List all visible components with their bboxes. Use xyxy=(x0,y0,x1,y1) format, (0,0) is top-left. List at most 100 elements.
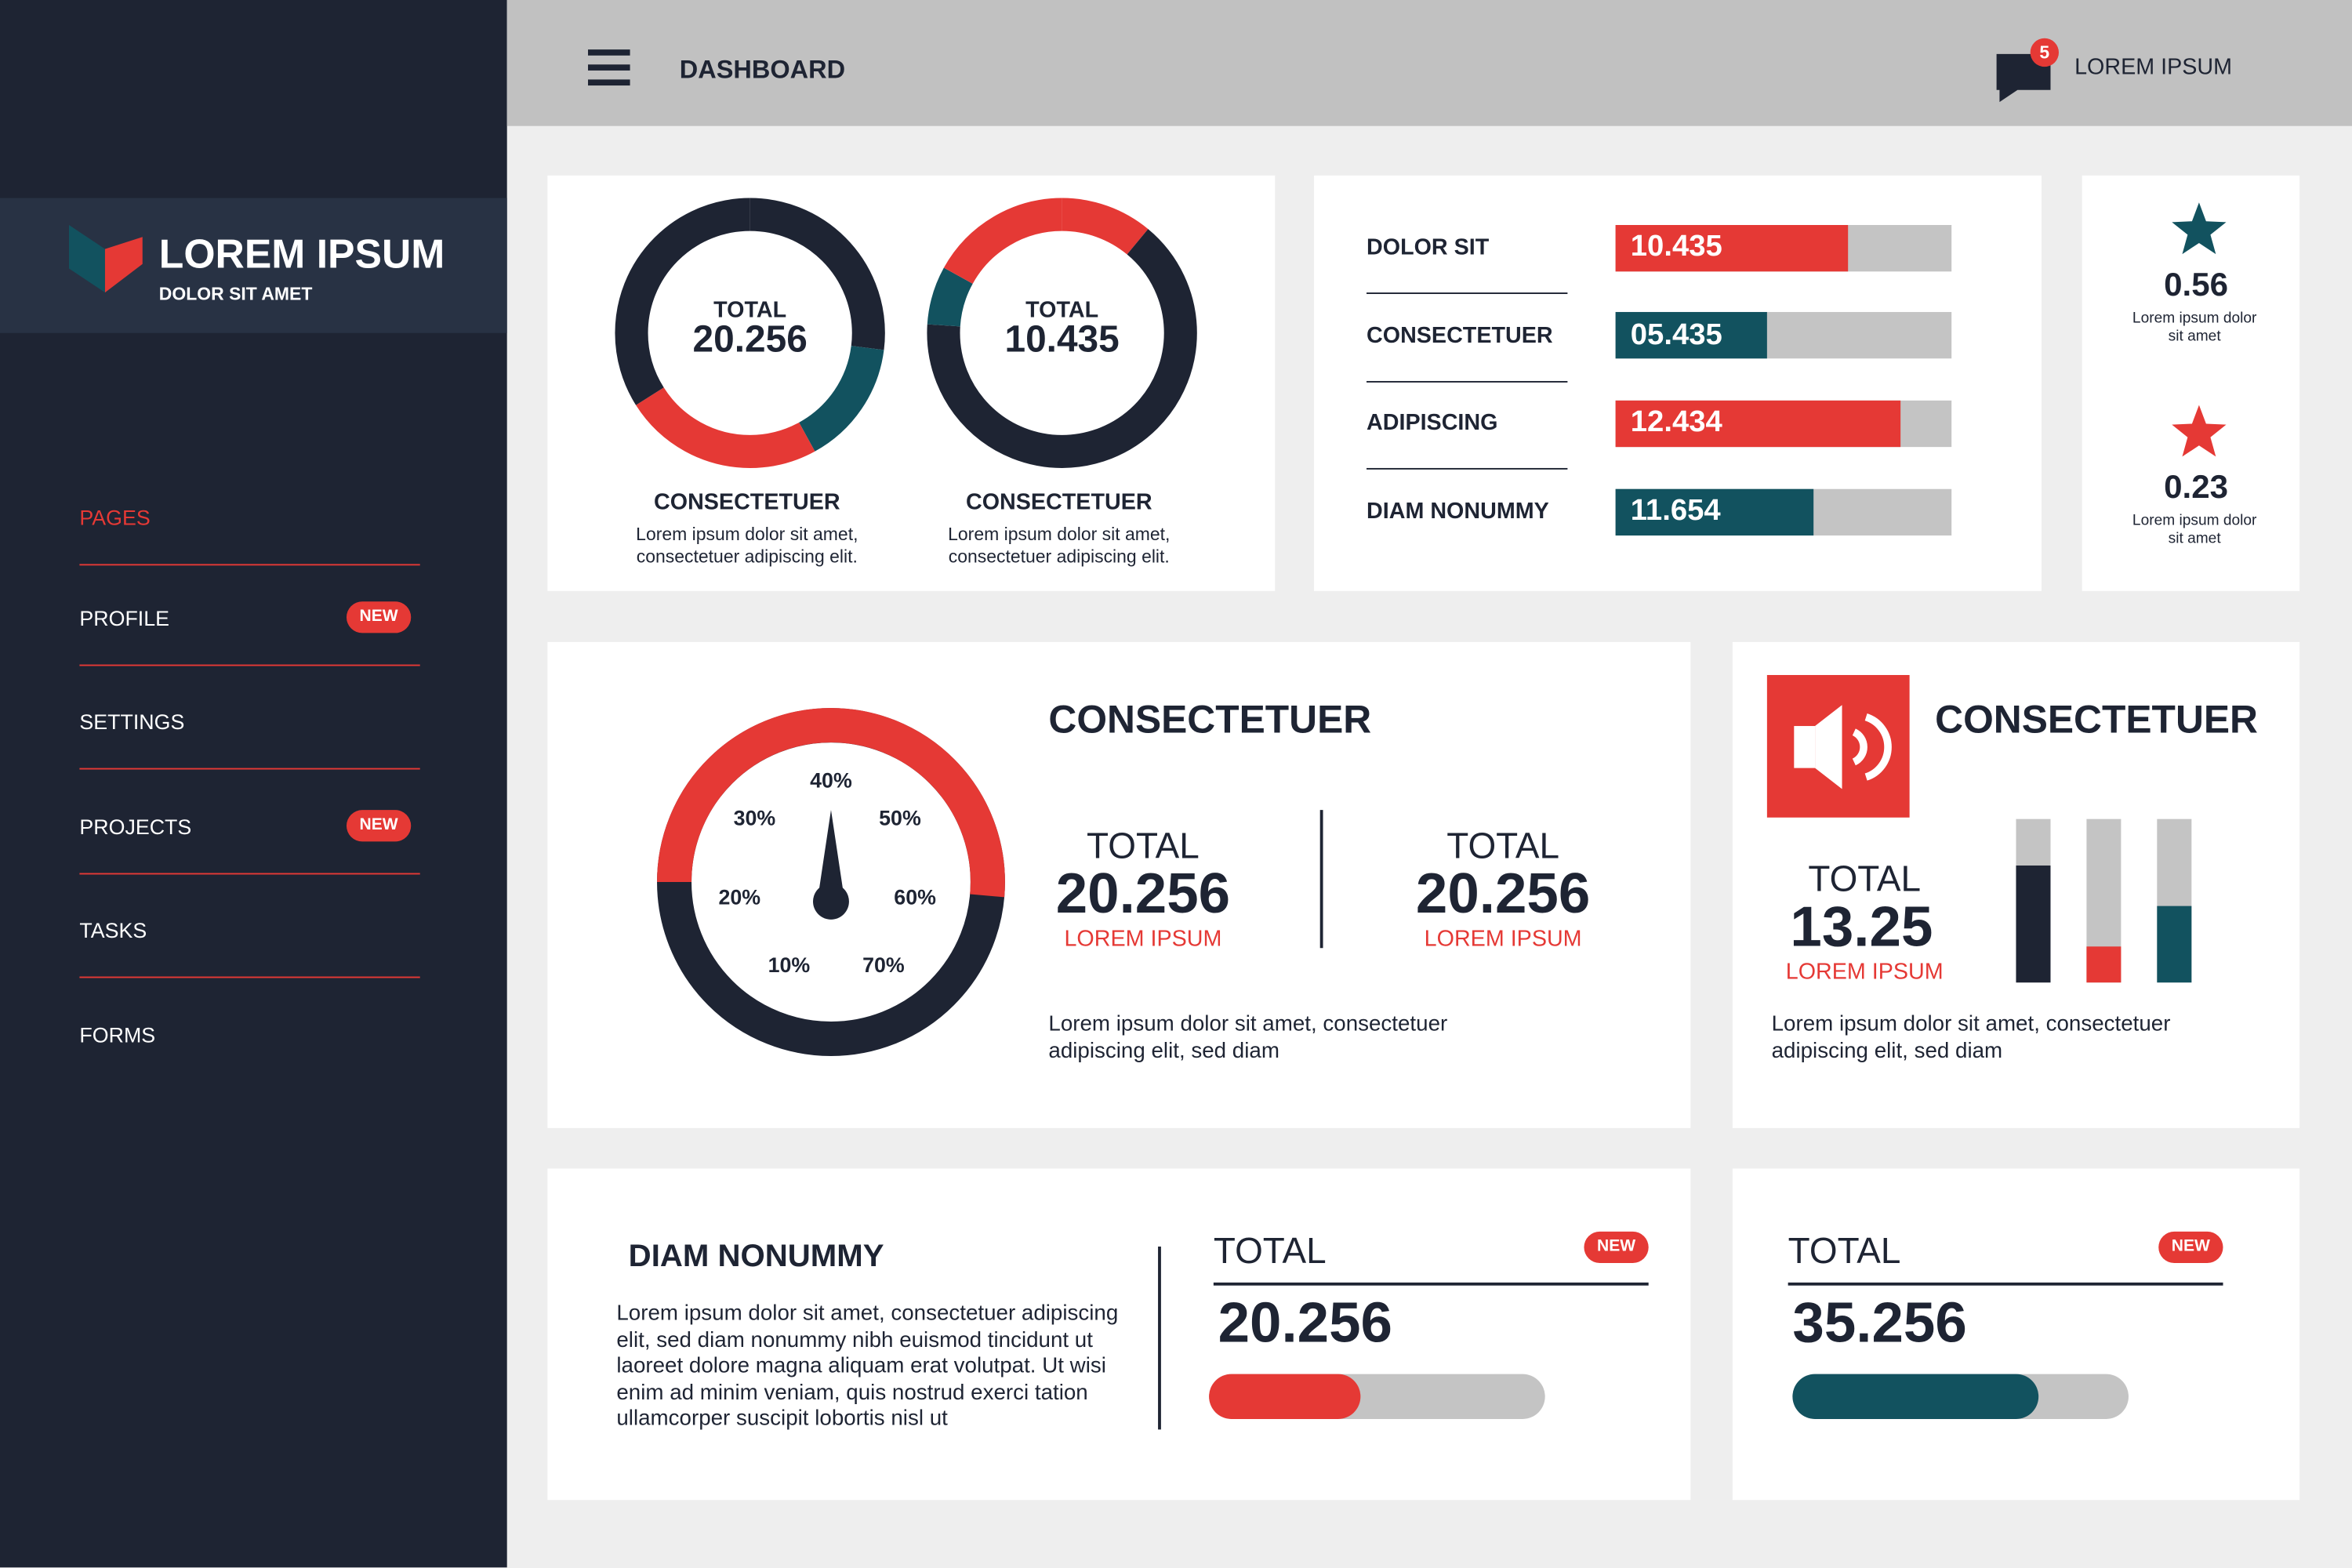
star xyxy=(2172,202,2227,255)
bar-label: CONSECTETUER xyxy=(1367,322,1553,349)
total-rule xyxy=(1213,1282,1649,1286)
donut-title: CONSECTETUER xyxy=(965,489,1152,516)
gauge-label: 40% xyxy=(810,768,852,793)
badge: NEW xyxy=(346,601,412,633)
card-title: DIAM NONUMMY xyxy=(628,1239,884,1274)
gauge-card xyxy=(547,641,1691,1128)
speaker-icon xyxy=(1794,705,1892,789)
gauge-label: 70% xyxy=(862,952,905,977)
user-name[interactable]: LOREM IPSUM xyxy=(2074,54,2233,81)
card-text: Lorem ipsum dolor sit amet, consectetuer… xyxy=(616,1301,1119,1432)
menu-divider xyxy=(79,564,420,566)
bar-value: 10.435 xyxy=(1630,230,1722,263)
menu-item[interactable]: PAGES xyxy=(79,505,151,530)
column-fill xyxy=(2016,865,2051,983)
progress-fill xyxy=(1792,1374,2038,1419)
donut-title: CONSECTETUER xyxy=(654,489,840,516)
rating-text: Lorem ipsum dolor sit amet xyxy=(2132,310,2257,346)
gauge-arc xyxy=(657,708,1005,898)
total-value: 20.256 xyxy=(1218,1292,1392,1356)
bar-fill xyxy=(1615,400,1901,447)
total-value: 20.256 xyxy=(1055,863,1231,927)
bar-fill xyxy=(1615,312,1767,359)
gauge-label: 20% xyxy=(718,884,761,909)
text-card xyxy=(547,1168,1691,1501)
progress-card xyxy=(1732,1168,2300,1501)
column-fill xyxy=(2086,946,2122,983)
rating-value: 0.23 xyxy=(2164,467,2229,506)
bar-divider xyxy=(1367,468,1568,470)
donut-value: 10.435 xyxy=(1004,318,1120,361)
gauge-label: 10% xyxy=(768,952,811,977)
total-label: TOTAL xyxy=(1446,826,1560,867)
total-label: TOTAL xyxy=(1213,1231,1327,1272)
chat-icon[interactable] xyxy=(1996,53,2051,103)
card-text: Lorem ipsum dolor sit amet, consectetuer… xyxy=(1048,1012,1448,1063)
logo xyxy=(104,237,143,293)
progress-fill xyxy=(1209,1374,1360,1419)
donut-value: 20.256 xyxy=(692,318,808,361)
total-label: TOTAL xyxy=(1788,1231,1901,1272)
donut-segment xyxy=(615,198,885,468)
menu-divider xyxy=(79,664,420,666)
badge: NEW xyxy=(1584,1231,1649,1263)
gauge-hub xyxy=(813,883,849,920)
donut-segment xyxy=(615,198,885,468)
menu-item[interactable]: TASKS xyxy=(79,917,147,942)
total-value: 35.256 xyxy=(1792,1292,1967,1356)
bar-divider xyxy=(1367,380,1568,383)
menu-divider xyxy=(79,768,420,770)
rating-value: 0.56 xyxy=(2164,265,2229,303)
gauge-label: 30% xyxy=(733,805,776,830)
gauge-label: 60% xyxy=(894,884,936,909)
page-title: DASHBOARD xyxy=(679,55,846,85)
donut-text: Lorem ipsum dolor sit amet, consectetuer… xyxy=(636,523,858,568)
donut-label: TOTAL xyxy=(1025,297,1099,324)
menu-divider xyxy=(79,976,420,978)
total-value: 13.25 xyxy=(1790,896,1933,960)
bar-value: 11.654 xyxy=(1630,494,1721,528)
total-caption: LOREM IPSUM xyxy=(1785,959,1944,985)
menu-item[interactable]: PROFILE xyxy=(79,605,170,630)
gauge-label: 50% xyxy=(879,805,921,830)
bar-divider xyxy=(1367,292,1568,295)
menu-divider xyxy=(79,873,420,875)
logo xyxy=(69,224,105,293)
bar-value: 05.435 xyxy=(1630,318,1722,352)
notification-count: 5 xyxy=(2039,42,2050,64)
menu-item[interactable]: FORMS xyxy=(79,1022,156,1047)
column-fill xyxy=(2157,906,2192,983)
total-value: 20.256 xyxy=(1415,863,1591,927)
menu-item[interactable]: PROJECTS xyxy=(79,814,192,839)
notification-dot xyxy=(2030,38,2060,67)
badge: NEW xyxy=(346,810,412,842)
brand: LOREM IPSUM xyxy=(158,231,445,278)
menu-item[interactable]: SETTINGS xyxy=(79,709,185,734)
total-label: TOTAL xyxy=(1087,826,1200,867)
star xyxy=(2172,405,2227,457)
card-title: CONSECTETUER xyxy=(1935,696,2258,742)
bar-label: ADIPISCING xyxy=(1367,411,1498,437)
rating-text: Lorem ipsum dolor sit amet xyxy=(2132,513,2257,548)
donut-segment xyxy=(927,198,1197,468)
card-text: Lorem ipsum dolor sit amet, consectetuer… xyxy=(1771,1012,2171,1063)
menu-icon[interactable] xyxy=(588,49,630,86)
donut-text: Lorem ipsum dolor sit amet, consectetuer… xyxy=(948,523,1171,568)
card-title: CONSECTETUER xyxy=(1048,696,1372,742)
bar-fill xyxy=(1615,488,1814,535)
total-rule xyxy=(1788,1282,2223,1286)
total-caption: LOREM IPSUM xyxy=(1064,926,1222,952)
bar-label: DIAM NONUMMY xyxy=(1367,499,1549,524)
donut-segment xyxy=(927,198,1197,468)
total-caption: LOREM IPSUM xyxy=(1424,926,1582,952)
tagline: DOLOR SIT AMET xyxy=(158,283,313,305)
total-label: TOTAL xyxy=(1808,859,1922,900)
gauge-needle xyxy=(817,810,845,900)
donut-label: TOTAL xyxy=(713,297,787,324)
bar-label: DOLOR SIT xyxy=(1367,234,1490,260)
bar-fill xyxy=(1615,224,1848,271)
badge: NEW xyxy=(2158,1231,2223,1263)
bar-value: 12.434 xyxy=(1630,406,1722,440)
